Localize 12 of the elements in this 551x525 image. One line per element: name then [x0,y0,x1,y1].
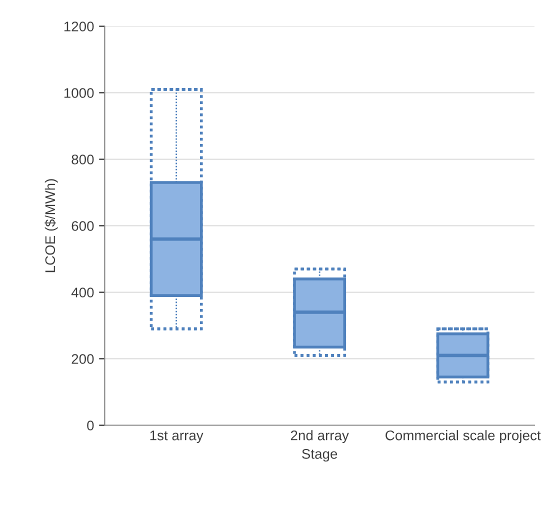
y-tick-label: 600 [72,221,94,231]
y-tick-label: 200 [72,354,94,364]
y-tick-label: 1000 [64,88,94,98]
x-axis-title: Stage [302,448,338,462]
y-axis-title: LCOE ($/MWh) [44,179,58,272]
x-tick-label: 1st array [150,430,204,444]
y-tick-label: 400 [71,288,94,298]
x-tick-label: Commercial scale project [386,430,541,444]
y-tick-label: 800 [72,154,94,164]
x-tick-label: 2nd array [290,430,349,444]
y-tick-label: 0 [87,420,94,430]
y-tick-label: 1200 [64,22,94,32]
